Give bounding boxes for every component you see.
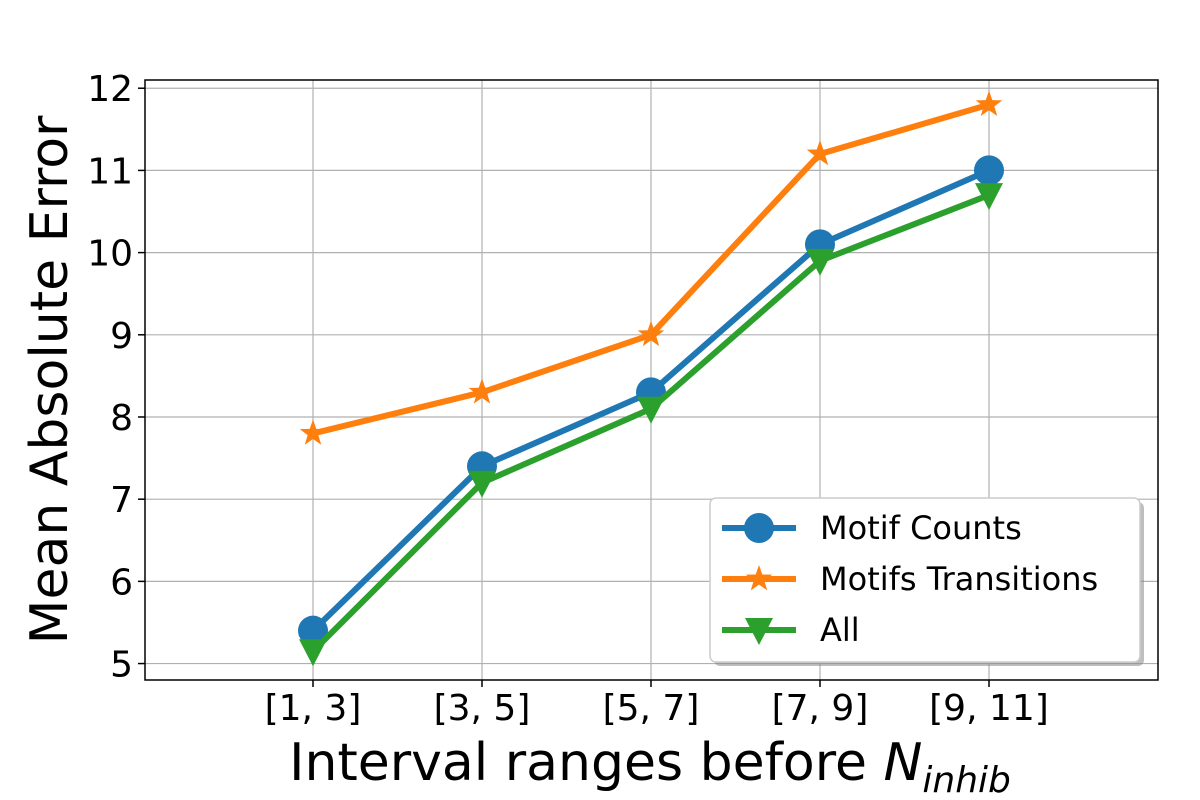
x-axis-label: Interval ranges before Ninhib bbox=[289, 733, 1011, 800]
data-point bbox=[468, 470, 496, 498]
y-tick-label: 12 bbox=[87, 69, 133, 110]
data-point bbox=[974, 155, 1004, 186]
x-axis-label-text: Interval ranges before bbox=[289, 733, 883, 793]
data-point bbox=[299, 639, 327, 667]
series-all bbox=[299, 183, 1003, 667]
x-axis-ticks: [1, 3] [3, 5] [5, 7] [7, 9] [9, 11] bbox=[265, 680, 1049, 729]
legend-box bbox=[709, 497, 1141, 663]
data-point bbox=[806, 248, 834, 276]
y-tick-label: 7 bbox=[110, 480, 133, 521]
legend-label: All bbox=[820, 611, 860, 649]
data-point bbox=[468, 378, 496, 404]
y-axis-ticks: 5 6 7 8 9 10 11 12 bbox=[87, 69, 145, 686]
y-tick-label: 11 bbox=[87, 151, 133, 192]
legend: Motif Counts Motifs Transitions All bbox=[709, 497, 1144, 666]
x-tick-label: [1, 3] bbox=[265, 688, 362, 729]
data-point bbox=[637, 320, 665, 347]
legend-entry: Motif Counts bbox=[722, 509, 1022, 547]
x-tick-label: [7, 9] bbox=[772, 688, 869, 729]
legend-marker bbox=[745, 618, 773, 645]
series-motifs-transitions bbox=[299, 90, 1003, 445]
y-axis-label: Mean Absolute Error bbox=[20, 115, 80, 644]
y-tick-label: 6 bbox=[110, 562, 133, 603]
data-point bbox=[637, 396, 665, 424]
legend-label: Motifs Transitions bbox=[820, 560, 1098, 598]
x-tick-label: [9, 11] bbox=[929, 688, 1049, 729]
data-point bbox=[975, 90, 1003, 116]
legend-marker bbox=[744, 513, 774, 543]
series-group bbox=[298, 90, 1004, 667]
legend-marker bbox=[745, 565, 773, 591]
x-axis-label-subscript: inhib bbox=[922, 760, 1011, 800]
data-point bbox=[975, 183, 1003, 211]
legend-label: Motif Counts bbox=[820, 509, 1022, 547]
series-motif-counts bbox=[298, 155, 1004, 646]
legend-entry: Motifs Transitions bbox=[722, 560, 1098, 598]
legend-entries: Motif Counts Motifs Transitions All bbox=[722, 509, 1098, 649]
data-point bbox=[299, 419, 327, 445]
x-axis-label-symbol: N bbox=[883, 733, 922, 793]
x-tick-label: [5, 7] bbox=[603, 688, 700, 729]
x-tick-label: [3, 5] bbox=[434, 688, 531, 729]
y-tick-label: 5 bbox=[110, 645, 133, 686]
legend-entry: All bbox=[722, 611, 860, 649]
data-point bbox=[298, 615, 328, 646]
data-point bbox=[806, 139, 834, 166]
y-tick-label: 9 bbox=[110, 316, 133, 357]
y-tick-label: 8 bbox=[110, 398, 133, 439]
y-tick-label: 10 bbox=[87, 234, 133, 275]
